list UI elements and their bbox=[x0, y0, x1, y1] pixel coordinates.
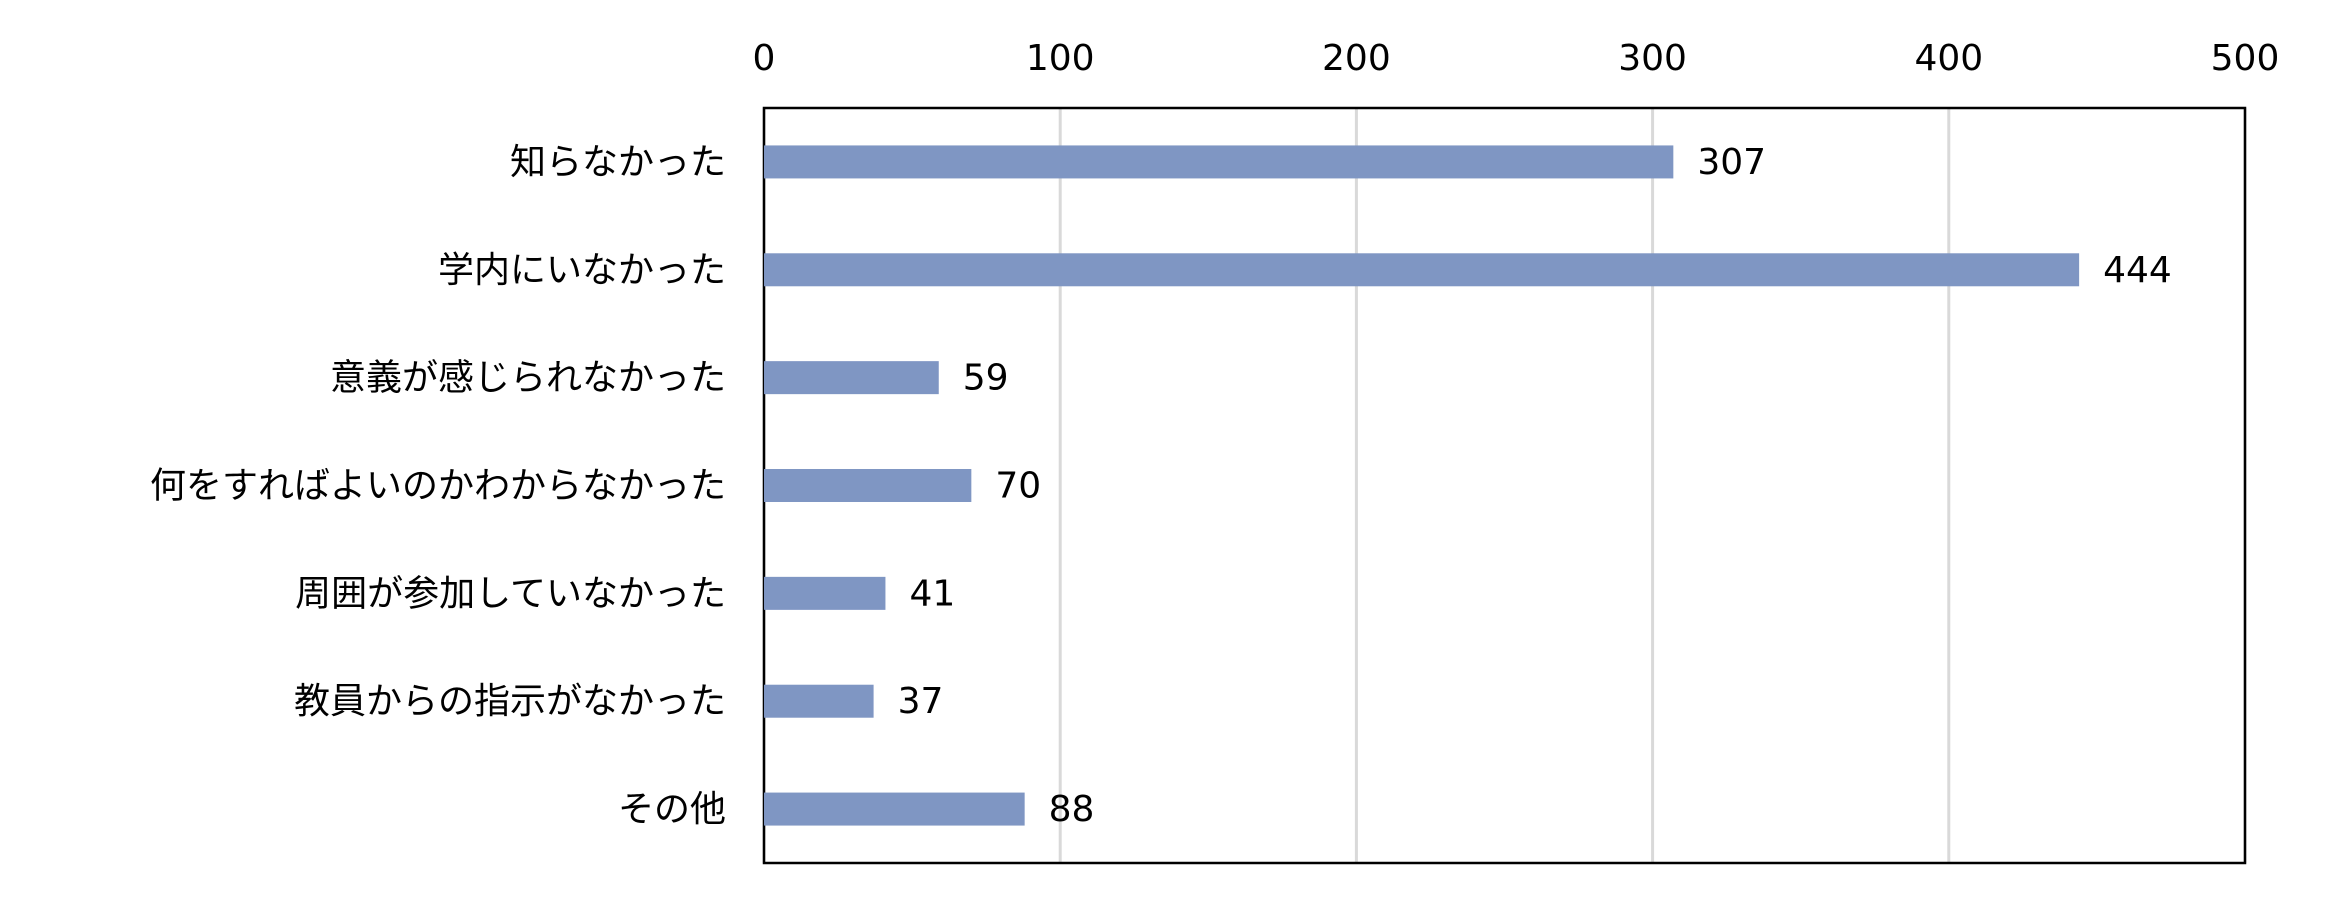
y-tick-label: 教員からの指示がなかった bbox=[294, 681, 726, 722]
y-tick-label: 意義が感じられなかった bbox=[330, 358, 726, 399]
data-label: 88 bbox=[1049, 789, 1095, 830]
bar bbox=[764, 469, 972, 502]
data-label: 70 bbox=[995, 466, 1041, 507]
y-tick-label: 知らなかった bbox=[510, 142, 726, 183]
y-tick-label: その他 bbox=[618, 789, 726, 830]
bar bbox=[764, 792, 1025, 826]
y-tick-label: 何をすればよいのかわからなかった bbox=[150, 466, 726, 507]
data-label: 37 bbox=[898, 681, 944, 722]
bar bbox=[764, 253, 2080, 287]
plot-frame bbox=[762, 106, 2247, 865]
bar bbox=[764, 145, 1674, 179]
data-label: 444 bbox=[2103, 250, 2172, 291]
x-tick-label: 400 bbox=[1914, 38, 1983, 79]
x-tick-label: 0 bbox=[753, 38, 776, 79]
x-tick-label: 500 bbox=[2211, 38, 2280, 79]
bar bbox=[764, 576, 886, 610]
data-label: 59 bbox=[963, 358, 1009, 399]
y-tick-label: 学内にいなかった bbox=[438, 250, 726, 291]
bar bbox=[764, 361, 939, 395]
bar bbox=[764, 684, 874, 718]
data-label: 307 bbox=[1697, 142, 1766, 183]
x-tick-label: 300 bbox=[1618, 38, 1687, 79]
data-label: 41 bbox=[909, 573, 955, 614]
y-tick-label: 周囲が参加していなかった bbox=[295, 573, 726, 614]
x-tick-label: 100 bbox=[1026, 38, 1095, 79]
x-tick-label: 200 bbox=[1322, 38, 1391, 79]
